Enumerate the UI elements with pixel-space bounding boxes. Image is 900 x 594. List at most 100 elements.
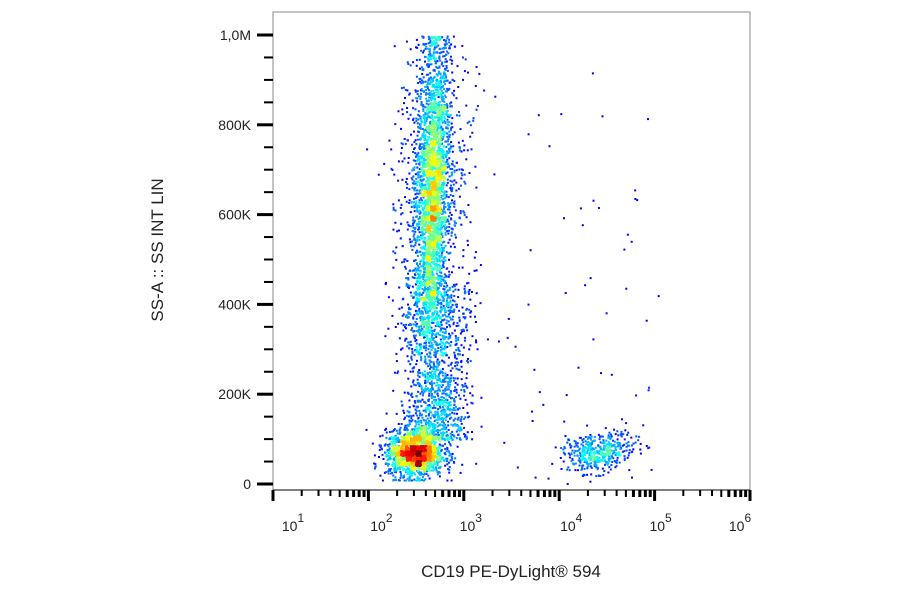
- event-point: [437, 222, 440, 225]
- event-point: [436, 368, 439, 371]
- event-point: [447, 384, 450, 387]
- event-point: [444, 117, 446, 120]
- event-point: [394, 326, 397, 328]
- event-point: [425, 56, 428, 59]
- event-point: [415, 299, 418, 302]
- event-point: [434, 429, 436, 432]
- event-point: [417, 272, 419, 275]
- event-point: [427, 373, 429, 376]
- event-point: [403, 426, 406, 429]
- event-point: [439, 153, 442, 156]
- event-point: [401, 347, 404, 350]
- event-point: [441, 194, 444, 197]
- event-point: [392, 437, 395, 440]
- event-point: [414, 244, 417, 247]
- event-point: [404, 267, 407, 270]
- event-point: [527, 303, 530, 306]
- event-point: [430, 95, 433, 98]
- event-point: [608, 460, 611, 463]
- event-point: [433, 223, 436, 226]
- event-point: [444, 331, 447, 334]
- event-point: [442, 319, 445, 322]
- event-point: [590, 456, 593, 459]
- event-point: [589, 433, 592, 436]
- event-point: [411, 169, 414, 172]
- event-point: [428, 427, 431, 430]
- event-point: [413, 405, 415, 408]
- event-point: [421, 388, 424, 391]
- event-point: [421, 155, 424, 158]
- event-point: [415, 420, 418, 423]
- event-point: [385, 431, 388, 434]
- event-point: [437, 216, 440, 219]
- event-point: [423, 245, 426, 248]
- event-point: [428, 308, 431, 311]
- event-point: [418, 432, 421, 435]
- event-point: [432, 322, 435, 324]
- event-point: [581, 224, 584, 227]
- event-point: [395, 352, 398, 355]
- event-point: [422, 276, 425, 279]
- event-point: [420, 356, 423, 359]
- event-point: [392, 203, 395, 206]
- event-point: [417, 280, 420, 283]
- event-point: [445, 267, 448, 270]
- event-point: [433, 296, 436, 299]
- event-point: [417, 176, 420, 179]
- event-point: [431, 83, 434, 86]
- event-point: [450, 296, 453, 299]
- event-point: [415, 180, 418, 183]
- event-point: [439, 111, 442, 113]
- event-point: [453, 412, 456, 415]
- event-point: [471, 335, 474, 338]
- event-point: [455, 391, 458, 394]
- event-point: [463, 297, 466, 300]
- event-point: [420, 471, 423, 474]
- event-point: [451, 452, 454, 455]
- event-point: [437, 375, 440, 378]
- event-point: [379, 435, 382, 438]
- event-point: [430, 383, 433, 385]
- event-point: [434, 251, 437, 254]
- event-point: [446, 87, 449, 90]
- event-point: [419, 175, 422, 178]
- event-point: [444, 104, 447, 107]
- event-point: [431, 424, 434, 426]
- event-point: [456, 445, 459, 448]
- event-point: [421, 287, 424, 290]
- event-point: [418, 307, 421, 310]
- event-point: [448, 226, 451, 228]
- event-point: [583, 460, 586, 463]
- event-point: [442, 406, 444, 409]
- event-point: [592, 199, 595, 202]
- event-point: [436, 67, 439, 70]
- event-point: [447, 275, 450, 278]
- event-point: [441, 121, 444, 124]
- event-point: [589, 447, 592, 450]
- event-point: [616, 445, 619, 448]
- event-point: [448, 81, 451, 84]
- event-point: [429, 52, 432, 55]
- event-point: [448, 87, 451, 90]
- event-point: [421, 179, 424, 182]
- event-point: [440, 386, 443, 388]
- event-point: [420, 329, 423, 332]
- event-point: [449, 301, 452, 304]
- event-point: [437, 86, 440, 89]
- event-point: [409, 340, 412, 343]
- event-point: [586, 447, 589, 450]
- event-point: [612, 439, 615, 442]
- event-point: [455, 325, 458, 328]
- event-point: [442, 205, 445, 208]
- event-point: [423, 237, 426, 240]
- event-point: [417, 217, 420, 220]
- event-point: [436, 129, 439, 132]
- event-point: [434, 354, 437, 357]
- event-point: [426, 431, 428, 433]
- event-point: [406, 433, 409, 436]
- event-point: [468, 120, 471, 123]
- event-point: [613, 443, 616, 446]
- event-point: [417, 328, 420, 331]
- event-point: [451, 271, 453, 274]
- event-point: [385, 471, 388, 473]
